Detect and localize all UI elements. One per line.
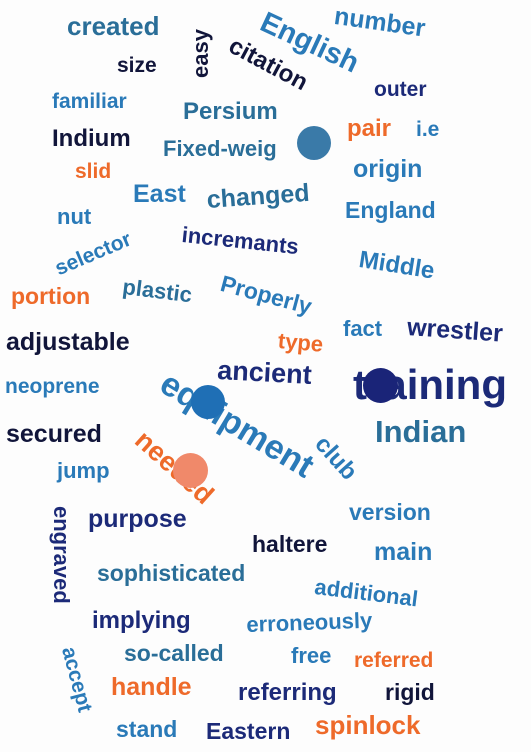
word-additional: additional [313, 574, 420, 612]
word-secured: secured [6, 420, 102, 448]
word-slid: slid [75, 160, 112, 183]
word-number: number [332, 2, 428, 43]
word-spinlock: spinlock [315, 710, 421, 740]
word-erroneously: erroneously [245, 607, 373, 637]
word-referring: referring [238, 679, 337, 706]
word-handle: handle [111, 673, 192, 701]
word-size: size [117, 54, 157, 77]
word-selector: selector [51, 227, 135, 281]
word-indium: Indium [52, 125, 131, 152]
word-outer: outer [374, 78, 427, 101]
word-version: version [349, 499, 431, 525]
word-implying: implying [92, 607, 191, 634]
word-easy: easy [188, 29, 213, 78]
word-stand: stand [116, 716, 178, 742]
marker-dot [191, 385, 225, 419]
word-rigid: rigid [385, 679, 435, 705]
word-east: East [133, 180, 186, 208]
word-fact: fact [343, 316, 383, 341]
word-adjustable: adjustable [6, 328, 130, 356]
word-persium: Persium [183, 98, 278, 125]
marker-dot [297, 126, 331, 160]
word-engraved: engraved [49, 506, 74, 604]
word-free: free [291, 643, 332, 668]
word-plastic: plastic [121, 274, 194, 308]
word-familiar: familiar [52, 90, 127, 113]
word-properly: Properly [217, 270, 315, 320]
word-pair: pair [347, 115, 392, 142]
word-haltere: haltere [252, 531, 328, 557]
word-indian: Indian [375, 414, 467, 449]
word-ie: i.e [416, 118, 440, 141]
marker-dot [173, 453, 208, 488]
word-neoprene: neoprene [5, 375, 100, 398]
word-club: club [309, 430, 363, 486]
word-changed: changed [205, 178, 311, 214]
word-middle: Middle [357, 246, 437, 285]
word-main: main [374, 538, 433, 566]
word-created: created [67, 11, 160, 41]
word-ancient: ancient [216, 355, 313, 390]
word-jump: jump [57, 458, 110, 483]
word-portion: portion [11, 283, 91, 309]
word-eastern: Eastern [206, 718, 291, 744]
word-incremants: incremants [180, 222, 300, 260]
word-wrestler: wrestler [406, 313, 504, 348]
marker-dot [363, 368, 398, 403]
word-type: type [276, 328, 325, 357]
word-fixed-weig: Fixed-weig [163, 136, 277, 161]
word-nut: nut [57, 204, 92, 229]
word-accept: accept [57, 644, 97, 715]
word-sophisticated: sophisticated [97, 560, 246, 586]
word-referred: referred [354, 649, 434, 672]
word-england: England [345, 197, 436, 223]
word-origin: origin [353, 155, 423, 183]
word-so-called: so-called [124, 640, 224, 666]
word-purpose: purpose [88, 505, 187, 533]
